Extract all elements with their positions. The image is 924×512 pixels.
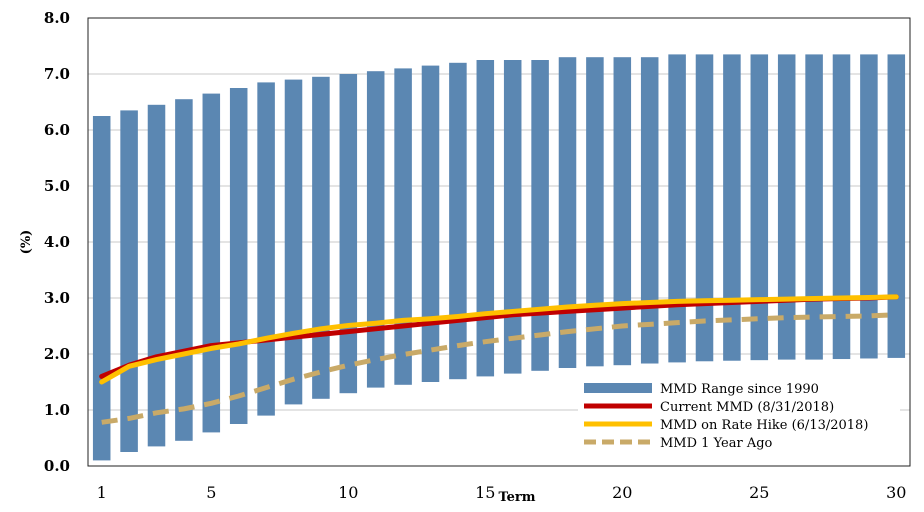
series-line bbox=[99, 294, 899, 379]
x-tick-label: 5 bbox=[206, 483, 216, 502]
range-bar bbox=[147, 104, 166, 447]
x-tick-label: 20 bbox=[612, 483, 632, 502]
x-tick-labels: 1 5 10 15 20 25 30 bbox=[97, 483, 907, 502]
range-bar bbox=[750, 54, 769, 361]
range-bar bbox=[421, 65, 440, 382]
range-bar bbox=[175, 99, 193, 441]
legend-swatch-range bbox=[584, 383, 652, 393]
range-bar bbox=[366, 71, 385, 388]
y-tick-label: 6.0 bbox=[44, 121, 70, 139]
x-tick-label: 1 bbox=[97, 483, 107, 502]
legend: MMD Range since 1990 Current MMD (8/31/2… bbox=[578, 375, 900, 455]
legend-label-rate-hike: MMD on Rate Hike (6/13/2018) bbox=[660, 418, 868, 433]
range-bar bbox=[120, 110, 138, 453]
range-bar bbox=[777, 54, 796, 360]
gridlines bbox=[88, 73, 910, 411]
range-bar bbox=[394, 68, 412, 385]
range-bar bbox=[887, 54, 906, 358]
series-line bbox=[101, 312, 897, 425]
range-bar bbox=[586, 57, 604, 367]
range-bar bbox=[695, 54, 714, 362]
y-tick-label: 5.0 bbox=[44, 177, 70, 195]
series-lines bbox=[99, 294, 899, 425]
range-bar bbox=[860, 54, 878, 359]
range-bar bbox=[284, 79, 303, 405]
legend-label-year-ago: MMD 1 Year Ago bbox=[660, 436, 773, 451]
legend-label-current: Current MMD (8/31/2018) bbox=[660, 400, 834, 415]
range-bar bbox=[229, 88, 248, 424]
y-tick-label: 1.0 bbox=[44, 401, 70, 419]
range-bar bbox=[476, 60, 495, 377]
plot-area-frame bbox=[87, 17, 911, 467]
legend-label-range: MMD Range since 1990 bbox=[660, 382, 819, 397]
series-line bbox=[99, 294, 899, 385]
range-bar bbox=[92, 116, 111, 461]
y-tick-label: 0.0 bbox=[44, 457, 70, 475]
range-bar bbox=[832, 54, 851, 360]
range-bar bbox=[503, 60, 522, 374]
range-bar bbox=[202, 93, 221, 433]
range-bar bbox=[668, 54, 686, 363]
y-tick-label: 8.0 bbox=[44, 9, 70, 27]
x-tick-label: 15 bbox=[475, 483, 495, 502]
range-bar bbox=[312, 76, 330, 399]
range-bar bbox=[805, 54, 823, 360]
y-tick-labels: 0.0 1.0 2.0 3.0 4.0 5.0 6.0 7.0 8.0 bbox=[44, 9, 70, 475]
y-tick-label: 7.0 bbox=[44, 65, 70, 83]
y-tick-label: 2.0 bbox=[44, 345, 70, 363]
y-axis-title: (%) bbox=[19, 230, 34, 255]
range-bar bbox=[613, 57, 632, 366]
range-bar bbox=[531, 60, 549, 371]
x-tick-label: 25 bbox=[749, 483, 769, 502]
range-bar bbox=[640, 57, 659, 364]
range-bar bbox=[558, 57, 577, 368]
range-bar bbox=[449, 62, 467, 380]
x-tick-label: 10 bbox=[338, 483, 358, 502]
x-tick-label: 30 bbox=[886, 483, 906, 502]
range-bar bbox=[723, 54, 741, 361]
x-axis-title: Term bbox=[498, 490, 535, 505]
range-bar bbox=[257, 82, 275, 416]
y-tick-label: 4.0 bbox=[44, 233, 70, 251]
range-bar bbox=[339, 74, 358, 394]
y-tick-label: 3.0 bbox=[44, 289, 70, 307]
